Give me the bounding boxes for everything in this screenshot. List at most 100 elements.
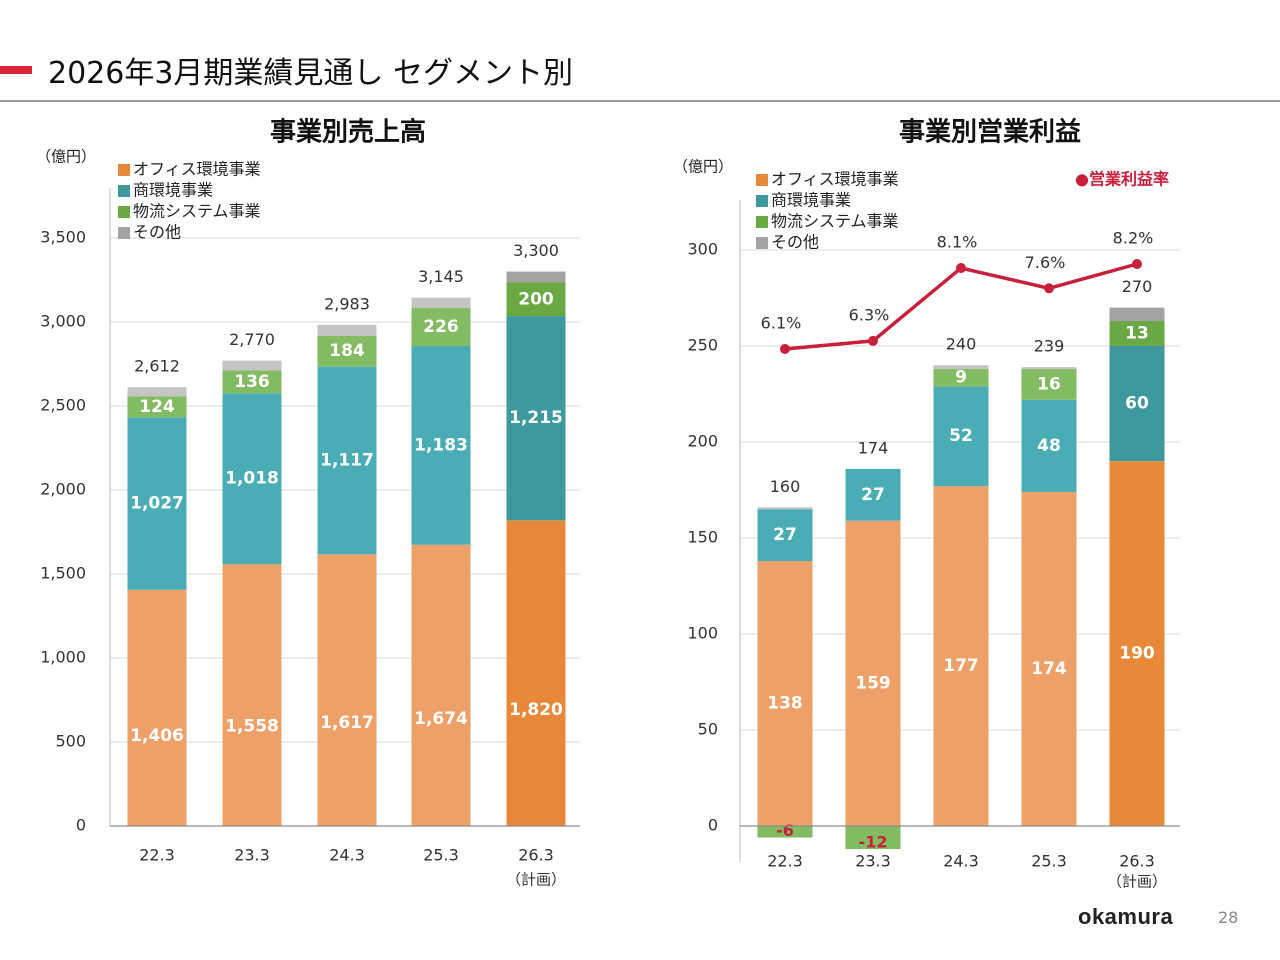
chart1-bar-segment — [317, 366, 377, 555]
chart1-ytick-label: 1,500 — [40, 564, 86, 583]
chart1-bar-segment — [222, 564, 282, 826]
chart2-ytick-label: 300 — [687, 240, 718, 259]
chart2-margin-point — [1132, 259, 1142, 269]
chart2-bar-segment — [1109, 321, 1165, 346]
chart2-bar-segment — [757, 509, 813, 562]
chart1-ytick-label: 1,000 — [40, 648, 86, 667]
chart1-segment-label: 1,617 — [320, 713, 374, 733]
chart2-margin-label: 8.2% — [1113, 229, 1154, 248]
chart2-bar-segment — [933, 486, 989, 826]
chart1-segment-label: 184 — [329, 341, 365, 361]
chart1-segment-label: 1,406 — [130, 726, 184, 746]
chart2-segment-label: 174 — [1031, 659, 1067, 679]
chart1-unit-label: （億円） — [36, 148, 96, 166]
chart2-bar-segment — [845, 826, 901, 850]
chart1-ytick-label: 2,000 — [40, 480, 86, 499]
chart2-ytick-label: 200 — [687, 432, 718, 451]
page-number: 28 — [1218, 908, 1239, 927]
chart2-bar-segment — [933, 365, 989, 370]
chart1-ytick-label: 3,500 — [40, 228, 86, 247]
chart1-total-label: 2,983 — [324, 294, 370, 313]
chart2-category-label: 22.3 — [767, 852, 803, 871]
chart2-legend-swatch — [756, 195, 768, 207]
chart2-total-label: 239 — [1034, 337, 1065, 356]
chart1-legend-swatch — [118, 185, 130, 197]
chart1-bar-segment — [127, 387, 187, 397]
chart2-margin-label: 6.1% — [761, 314, 802, 333]
chart1-bar-segment — [222, 360, 282, 371]
chart1-legend-label: 物流システム事業 — [133, 202, 261, 221]
chart2-legend-label: 物流システム事業 — [771, 212, 899, 231]
chart2-bar-segment — [1021, 399, 1077, 492]
chart2-bar-segment — [845, 520, 901, 826]
chart2-margin-point — [868, 335, 878, 346]
chart1-segment-label: 1,117 — [320, 451, 374, 471]
chart1-category-label: 22.3 — [139, 846, 175, 865]
chart2-margin-point — [1044, 283, 1054, 294]
chart2-bar-segment — [1021, 367, 1077, 370]
chart2-bar-segment — [933, 369, 989, 387]
chart2-segment-label: 60 — [1125, 394, 1149, 414]
chart2-bar-segment — [1109, 346, 1165, 462]
chart2-margin-point — [956, 263, 966, 274]
chart1-bar-segment — [506, 520, 566, 826]
chart1-total-label: 3,300 — [513, 241, 559, 260]
chart1-bar-segment — [317, 554, 377, 826]
chart1-total-label: 2,770 — [229, 330, 275, 349]
chart1-ytick-label: 3,000 — [40, 312, 86, 331]
chart2-bar-segment — [757, 561, 813, 826]
title-divider — [0, 100, 1280, 102]
chart1-ytick-label: 2,500 — [40, 396, 86, 415]
chart2-segment-label: 13 — [1125, 324, 1149, 344]
chart1-segment-label: 124 — [139, 397, 175, 417]
chart2-bar-segment — [933, 386, 989, 487]
chart2-segment-label: 27 — [773, 525, 797, 545]
chart1-ytick-label: 500 — [55, 732, 86, 751]
chart2-legend-swatch — [756, 174, 768, 186]
chart1-bar-segment — [411, 308, 471, 347]
chart1-bar-segment — [506, 271, 566, 283]
chart2-segment-label: 159 — [855, 673, 891, 693]
chart2-margin-point — [780, 344, 790, 354]
chart1-category-label: 24.3 — [329, 846, 365, 865]
chart1-legend-label: 商環境事業 — [133, 181, 213, 200]
chart1-total-label: 2,612 — [134, 357, 180, 376]
chart1-bar-segment — [222, 393, 282, 565]
chart1-category-label: 26.3 — [518, 846, 554, 865]
chart1-title: 事業別売上高 — [270, 117, 426, 148]
chart2-category-note: （計画） — [1107, 873, 1167, 891]
chart1-segment-label: 226 — [423, 317, 459, 337]
chart1-segment-label: 1,027 — [130, 494, 184, 514]
chart2-segment-label: 190 — [1119, 644, 1155, 664]
chart1-segment-label: 1,674 — [414, 709, 468, 729]
chart1-category-label: 23.3 — [234, 846, 270, 865]
chart1-segment-label: 1,820 — [509, 700, 563, 720]
chart2-title: 事業別営業利益 — [899, 118, 1081, 148]
chart2-category-label: 25.3 — [1031, 852, 1067, 871]
chart2-segment-label: 138 — [767, 694, 803, 714]
chart1-legend-swatch — [118, 227, 130, 239]
chart2-total-label: 160 — [770, 477, 801, 496]
chart2-total-label: 174 — [858, 438, 889, 457]
chart2-margin-label: 8.1% — [937, 233, 978, 252]
chart2-segment-label: 27 — [861, 485, 885, 505]
chart2-bar-segment — [845, 468, 901, 521]
chart2-total-label: 270 — [1122, 277, 1153, 296]
chart2-legend-swatch — [756, 237, 768, 249]
chart1-bar-segment — [506, 316, 566, 521]
chart2-margin-label: 7.6% — [1025, 253, 1066, 272]
chart2-bar-segment — [1109, 307, 1165, 322]
page-title: 2026年3月期業績見通し セグメント別 — [48, 56, 573, 91]
chart1-segment-label: 200 — [518, 289, 554, 309]
chart2-segment-label: 48 — [1037, 436, 1061, 456]
chart1-legend-swatch — [118, 164, 130, 176]
chart2-legend-label: 商環境事業 — [771, 191, 851, 210]
chart2-unit-label: （億円） — [673, 158, 733, 176]
chart1-bar-segment — [411, 544, 471, 826]
title-accent-bar — [0, 66, 32, 74]
chart2-bar-segment — [757, 826, 813, 838]
chart2-ytick-label: 100 — [687, 624, 718, 643]
chart2-category-label: 23.3 — [855, 852, 891, 871]
chart1-category-note: （計画） — [506, 871, 566, 889]
